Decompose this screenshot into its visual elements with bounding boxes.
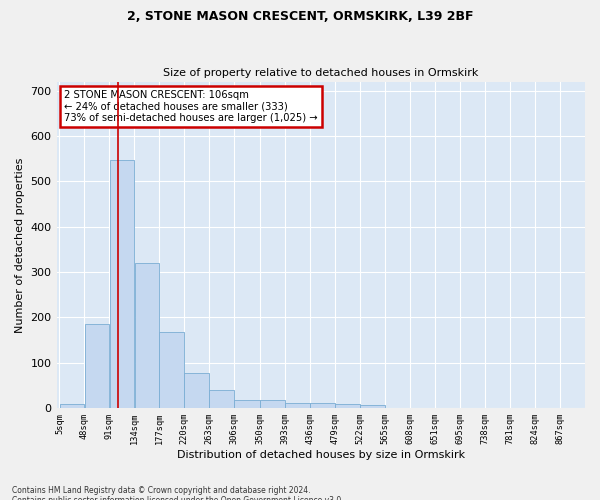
Text: 2 STONE MASON CRESCENT: 106sqm
← 24% of detached houses are smaller (333)
73% of: 2 STONE MASON CRESCENT: 106sqm ← 24% of … (64, 90, 318, 123)
Bar (110, 160, 134, 408)
Bar (235, 400, 260, 408)
Y-axis label: Number of detached properties: Number of detached properties (15, 157, 25, 332)
Bar (134, 263, 159, 408)
Bar (310, 402, 335, 408)
Bar (335, 404, 359, 408)
Bar (209, 390, 234, 408)
Bar (260, 400, 284, 408)
Title: Size of property relative to detached houses in Ormskirk: Size of property relative to detached ho… (163, 68, 478, 78)
Text: Contains HM Land Registry data © Crown copyright and database right 2024.: Contains HM Land Registry data © Crown c… (12, 486, 311, 495)
Text: 2, STONE MASON CRESCENT, ORMSKIRK, L39 2BF: 2, STONE MASON CRESCENT, ORMSKIRK, L39 2… (127, 10, 473, 23)
Bar (160, 332, 184, 408)
Bar (184, 372, 209, 408)
Text: Contains public sector information licensed under the Open Government Licence v3: Contains public sector information licen… (12, 496, 344, 500)
Bar (85, 324, 109, 408)
Bar (285, 402, 310, 408)
X-axis label: Distribution of detached houses by size in Ormskirk: Distribution of detached houses by size … (177, 450, 465, 460)
Bar (360, 406, 385, 408)
Bar (59, 404, 84, 408)
